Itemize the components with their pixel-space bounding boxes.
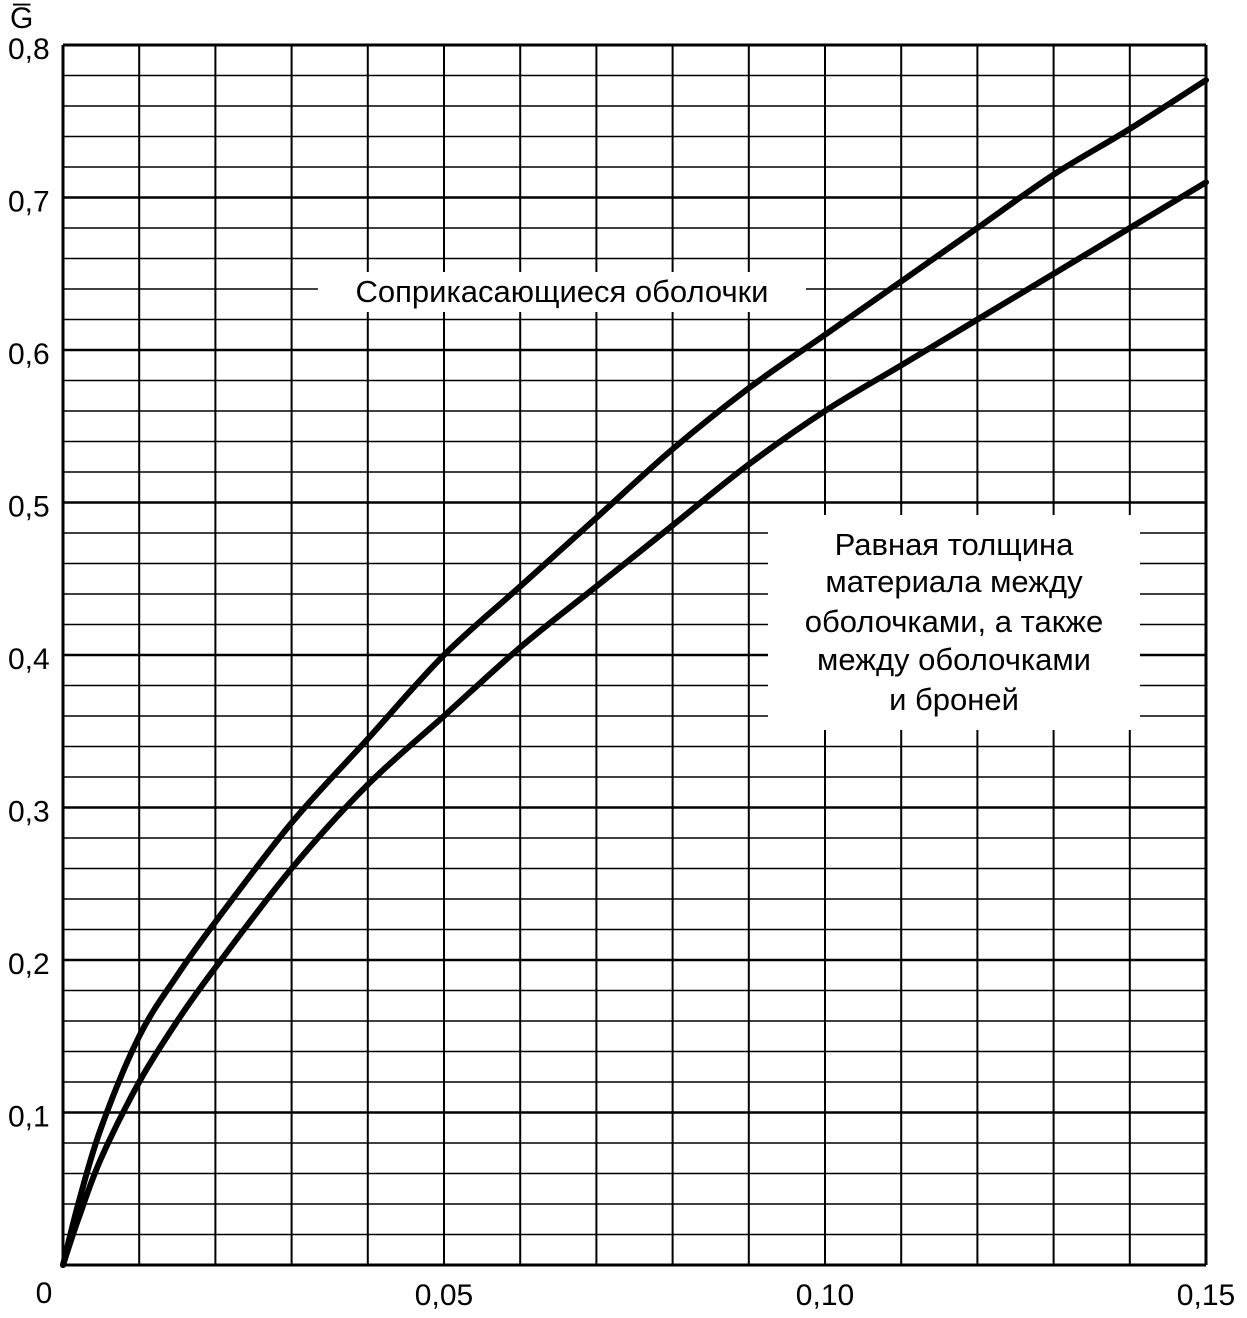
annotation-2-line: и броней xyxy=(889,682,1019,717)
annotation-2-line: Равная толщина xyxy=(835,527,1075,562)
series-line-1 xyxy=(60,77,1209,1268)
axis-titles: G̅ xyxy=(10,2,33,35)
y-tick-label: 0,2 xyxy=(8,948,50,981)
x-tick-label: 0,10 xyxy=(796,1279,854,1312)
x-tick-label: 0,05 xyxy=(415,1279,473,1312)
y-tick-label: 0,7 xyxy=(8,186,50,219)
series-line-2 xyxy=(60,179,1209,1268)
annotations: Соприкасающиеся оболочки Равная толщинама… xyxy=(318,272,1140,730)
y-tick-label: 0,6 xyxy=(8,338,50,371)
x-tick-label: 0,15 xyxy=(1177,1279,1235,1312)
annotation-2-line: материала между xyxy=(825,564,1083,599)
annotation-label-1: Соприкасающиеся оболочки xyxy=(356,274,769,309)
annotation-2-line: оболочками, а также xyxy=(805,604,1104,639)
y-tick-label: 0,1 xyxy=(8,1101,50,1134)
y-tick-label: 0,8 xyxy=(8,33,50,66)
annotation-2-background xyxy=(768,515,1140,730)
series-lines xyxy=(60,77,1209,1268)
y-tick-label: 0,5 xyxy=(8,491,50,524)
origin-label: 0 xyxy=(36,1277,53,1310)
y-tick-label: 0,4 xyxy=(8,643,50,676)
y-axis-title: G̅ xyxy=(10,2,33,35)
tick-labels: 0,1 0,2 0,3 0,4 0,5 0,6 0,7 0,8 0,05 0,10 0,15 0 xyxy=(8,33,1235,1312)
annotation-2-line: между оболочками xyxy=(817,642,1091,677)
annotation-1-background xyxy=(318,272,806,312)
y-tick-label: 0,3 xyxy=(8,796,50,829)
